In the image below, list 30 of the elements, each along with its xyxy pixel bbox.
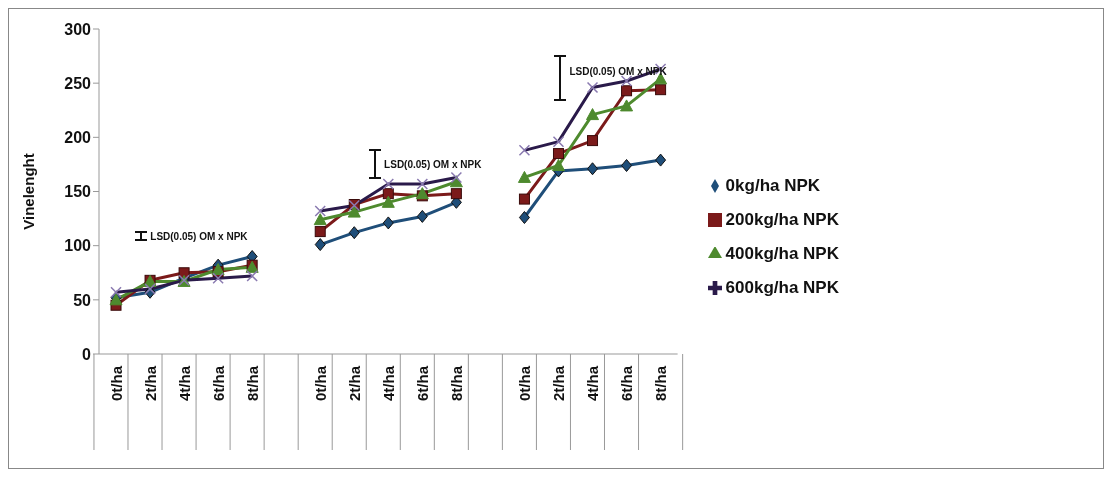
x-tick-label: 4t/ha	[379, 365, 397, 402]
legend-label: 0kg/ha NPK	[725, 175, 821, 195]
y-tick-label: 100	[64, 237, 92, 255]
legend-label: 600kg/ha NPK	[725, 277, 839, 297]
annotation: LSD(0.05) OM x NPK	[569, 65, 667, 77]
y-tick-label: 200	[64, 129, 92, 147]
legend-label: 200kg/ha NPK	[725, 209, 839, 229]
y-tick-label: 50	[73, 291, 92, 309]
annotation: LSD(0.05) OM x NPK	[384, 158, 482, 170]
legend-label: 400kg/ha NPK	[725, 243, 839, 263]
x-tick-label: 8t/ha	[447, 365, 465, 402]
x-tick-label: 2t/ha	[549, 365, 567, 402]
x-tick-label: 4t/ha	[584, 365, 602, 402]
x-tick-label: 6t/ha	[618, 365, 636, 402]
x-tick-label: 6t/ha	[209, 365, 227, 402]
y-tick-label: 150	[64, 183, 92, 201]
y-tick-label: 0	[82, 345, 92, 363]
x-tick-label: 4t/ha	[175, 365, 193, 402]
x-tick-label: 8t/ha	[652, 365, 670, 402]
x-tick-label: 0t/ha	[515, 365, 533, 402]
y-tick-label: 250	[64, 74, 92, 92]
x-tick-label: 2t/ha	[141, 365, 159, 402]
x-tick-label: 0t/ha	[107, 365, 125, 402]
x-tick-label: 8t/ha	[243, 365, 261, 402]
y-axis-title: Vinelenght	[20, 153, 38, 230]
x-tick-label: 6t/ha	[413, 365, 431, 402]
x-tick-label: 0t/ha	[311, 365, 329, 402]
y-tick-label: 300	[64, 20, 92, 38]
annotation: LSD(0.05) OM x NPK	[150, 230, 248, 242]
x-tick-label: 2t/ha	[345, 365, 363, 402]
